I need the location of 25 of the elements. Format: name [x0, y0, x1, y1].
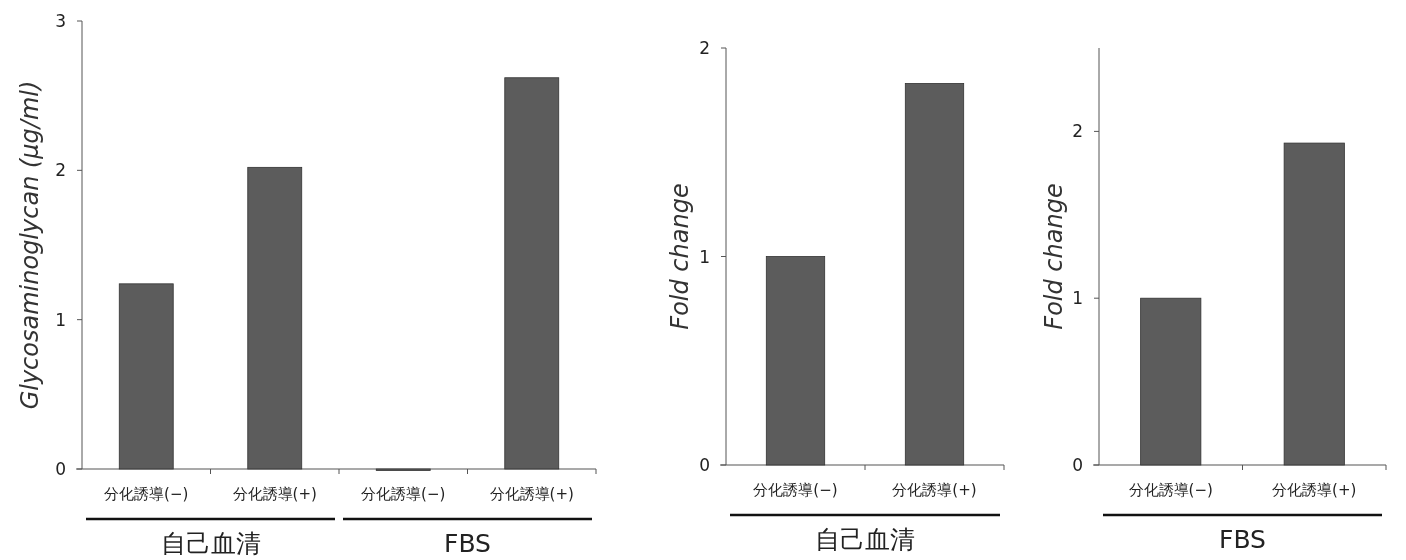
y-tick-label: 0 [55, 459, 66, 479]
y-tick-label: 0 [1072, 455, 1083, 475]
text: 自己血清 [160, 529, 261, 558]
text: 自己血清 [815, 525, 915, 554]
y-axis-title: Fold change [1040, 183, 1068, 330]
x-tick-label: 分化誘導(−) [1128, 481, 1213, 499]
y-tick-label: 1 [1072, 288, 1083, 309]
x-tick-label: 分化誘導(+) [232, 485, 317, 503]
y-tick-label: 0 [699, 455, 710, 475]
x-tick-label: 分化誘導(+) [1272, 481, 1357, 499]
x-tick-label: 分化誘導(−) [361, 485, 446, 503]
y-tick-label: 2 [55, 160, 66, 181]
y-tick-label: 1 [699, 246, 710, 267]
text: FBS [1219, 525, 1266, 554]
x-tick-label: 分化誘導(−) [104, 485, 189, 503]
x-tick-label: 分化誘導(+) [489, 485, 574, 503]
y-tick-label: 3 [55, 11, 66, 31]
y-axis-title: Fold change [666, 183, 694, 330]
y-axis-title: Glycosaminoglycan (μg/ml) [16, 80, 44, 410]
y-tick-label: 2 [699, 38, 710, 58]
y-tick-label: 1 [55, 309, 66, 330]
x-tick-label: 分化誘導(−) [753, 481, 838, 499]
x-tick-label: 分化誘導(+) [892, 481, 977, 499]
text: FBS [444, 529, 491, 558]
y-tick-label: 2 [1072, 121, 1083, 142]
